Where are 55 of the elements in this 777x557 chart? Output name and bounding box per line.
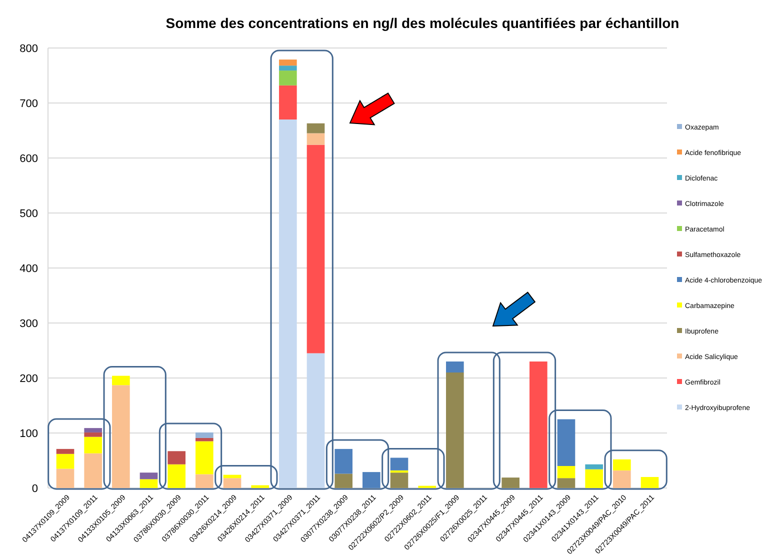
bar <box>168 451 186 464</box>
bar <box>279 120 297 488</box>
bar <box>279 60 297 66</box>
bar <box>140 472 158 480</box>
bar <box>56 468 74 488</box>
bar <box>334 448 352 474</box>
bar <box>334 474 352 488</box>
bar <box>390 472 408 488</box>
bar <box>84 432 102 437</box>
bar <box>168 464 186 488</box>
chart-title: Somme des concentrations en ng/l des molécules quantifiées par échantillon <box>166 15 680 31</box>
bar <box>306 133 325 145</box>
bar <box>446 362 464 372</box>
bar <box>279 70 297 86</box>
bar <box>530 362 548 488</box>
bar <box>557 466 576 478</box>
bar <box>613 459 631 470</box>
bar <box>446 372 464 488</box>
bar <box>502 478 520 488</box>
bar <box>196 441 214 474</box>
bar <box>640 477 659 488</box>
bar <box>390 458 408 470</box>
bar <box>557 478 576 488</box>
bar <box>585 469 603 488</box>
bar <box>306 144 325 354</box>
y-tick-label: 100 <box>20 428 38 440</box>
bar <box>196 474 214 488</box>
bar <box>56 454 74 469</box>
y-tick-label: 400 <box>20 262 38 275</box>
y-tick-label: 200 <box>20 372 38 385</box>
bar <box>84 453 102 488</box>
y-tick-label: 700 <box>20 98 38 110</box>
bar <box>613 470 631 488</box>
bar <box>223 478 242 488</box>
bar <box>557 419 576 466</box>
bar <box>140 479 158 488</box>
y-tick-label: 500 <box>20 208 38 220</box>
bar <box>56 448 74 454</box>
bar <box>251 485 269 488</box>
bar <box>585 464 603 470</box>
y-tick-label: 0 <box>32 482 38 495</box>
bar <box>306 123 325 134</box>
bar <box>279 66 297 71</box>
bar <box>279 85 297 120</box>
bar <box>84 428 102 432</box>
y-tick-label: 300 <box>20 318 38 330</box>
bar <box>112 376 130 386</box>
y-tick-label: 600 <box>20 152 38 165</box>
y-tick-label: 800 <box>20 42 38 55</box>
bar <box>112 385 130 488</box>
bar <box>196 432 214 438</box>
bar <box>362 472 380 488</box>
bar <box>306 353 325 488</box>
bar <box>196 438 214 442</box>
bar <box>84 436 102 454</box>
